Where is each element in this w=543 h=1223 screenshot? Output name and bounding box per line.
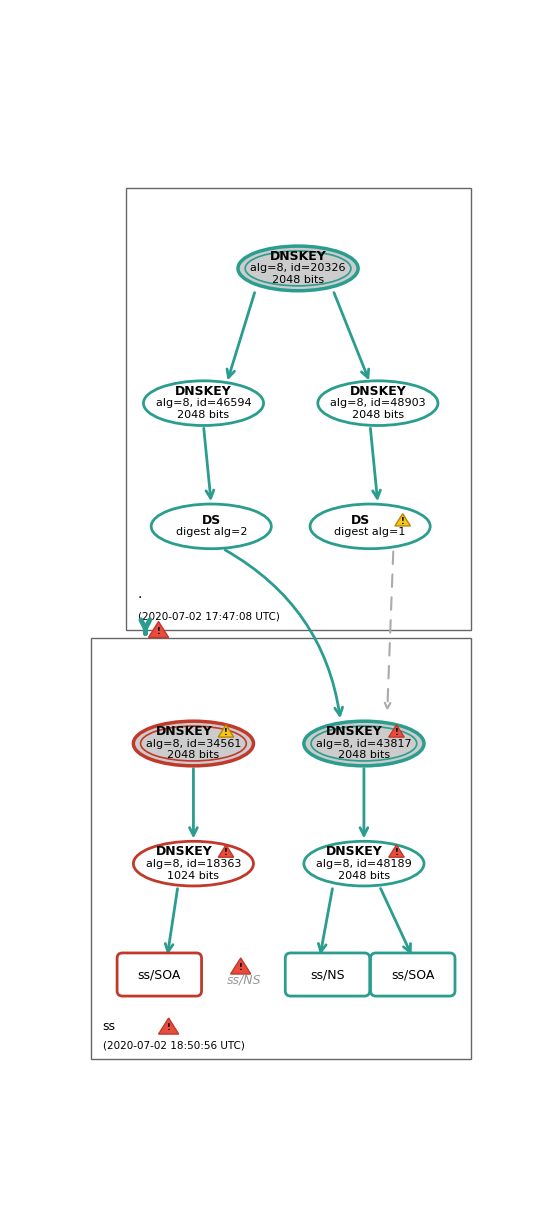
Text: !: ! (224, 728, 228, 736)
Text: 2048 bits: 2048 bits (338, 871, 390, 881)
Text: ss: ss (103, 1020, 116, 1033)
Polygon shape (218, 845, 233, 857)
Text: !: ! (401, 516, 405, 526)
Polygon shape (389, 725, 404, 737)
Text: !: ! (224, 848, 228, 857)
Text: !: ! (167, 1024, 171, 1032)
Text: !: ! (239, 963, 243, 972)
Text: DNSKEY: DNSKEY (156, 845, 212, 859)
Text: alg=8, id=20326: alg=8, id=20326 (250, 263, 346, 274)
FancyBboxPatch shape (117, 953, 201, 996)
Text: DNSKEY: DNSKEY (156, 725, 212, 737)
Polygon shape (218, 725, 233, 737)
Ellipse shape (151, 504, 272, 549)
Text: digest alg=1: digest alg=1 (334, 527, 406, 537)
Text: 2048 bits: 2048 bits (167, 751, 219, 761)
Ellipse shape (134, 722, 254, 766)
FancyBboxPatch shape (285, 953, 370, 996)
Text: alg=8, id=46594: alg=8, id=46594 (156, 399, 251, 408)
Text: ·: · (137, 591, 142, 605)
Text: !: ! (156, 626, 161, 636)
Text: !: ! (395, 848, 399, 857)
Text: alg=8, id=34561: alg=8, id=34561 (146, 739, 241, 748)
Text: (2020-07-02 18:50:56 UTC): (2020-07-02 18:50:56 UTC) (103, 1041, 245, 1051)
Text: DS: DS (351, 514, 370, 527)
Ellipse shape (238, 246, 358, 291)
FancyBboxPatch shape (370, 953, 455, 996)
Polygon shape (389, 845, 404, 857)
Text: alg=8, id=48903: alg=8, id=48903 (330, 399, 426, 408)
Text: DNSKEY: DNSKEY (350, 385, 406, 397)
FancyBboxPatch shape (91, 638, 471, 1059)
Ellipse shape (304, 722, 424, 766)
Polygon shape (231, 958, 251, 974)
Text: ss/NS: ss/NS (228, 974, 262, 987)
Text: 2048 bits: 2048 bits (352, 410, 404, 421)
Text: ss/SOA: ss/SOA (137, 969, 181, 981)
Text: digest alg=2: digest alg=2 (175, 527, 247, 537)
Text: (2020-07-02 17:47:08 UTC): (2020-07-02 17:47:08 UTC) (137, 612, 280, 621)
Text: DNSKEY: DNSKEY (175, 385, 232, 397)
Ellipse shape (304, 841, 424, 885)
FancyBboxPatch shape (126, 187, 471, 630)
Ellipse shape (310, 504, 430, 549)
Polygon shape (148, 621, 169, 637)
Ellipse shape (318, 380, 438, 426)
Text: 2048 bits: 2048 bits (178, 410, 230, 421)
Text: 2048 bits: 2048 bits (338, 751, 390, 761)
Text: alg=8, id=43817: alg=8, id=43817 (316, 739, 412, 748)
Text: alg=8, id=48189: alg=8, id=48189 (316, 859, 412, 868)
Text: !: ! (395, 728, 399, 736)
Text: DS: DS (201, 514, 221, 527)
Polygon shape (395, 514, 411, 526)
Text: 1024 bits: 1024 bits (167, 871, 219, 881)
Text: DNSKEY: DNSKEY (270, 249, 326, 263)
Text: DNSKEY: DNSKEY (326, 725, 383, 737)
Text: alg=8, id=18363: alg=8, id=18363 (146, 859, 241, 868)
Text: ss/SOA: ss/SOA (391, 969, 434, 981)
Text: 2048 bits: 2048 bits (272, 275, 324, 285)
Ellipse shape (143, 380, 263, 426)
Text: ss/NS: ss/NS (310, 969, 345, 981)
Text: DNSKEY: DNSKEY (326, 845, 383, 859)
Ellipse shape (134, 841, 254, 885)
Polygon shape (159, 1018, 179, 1035)
